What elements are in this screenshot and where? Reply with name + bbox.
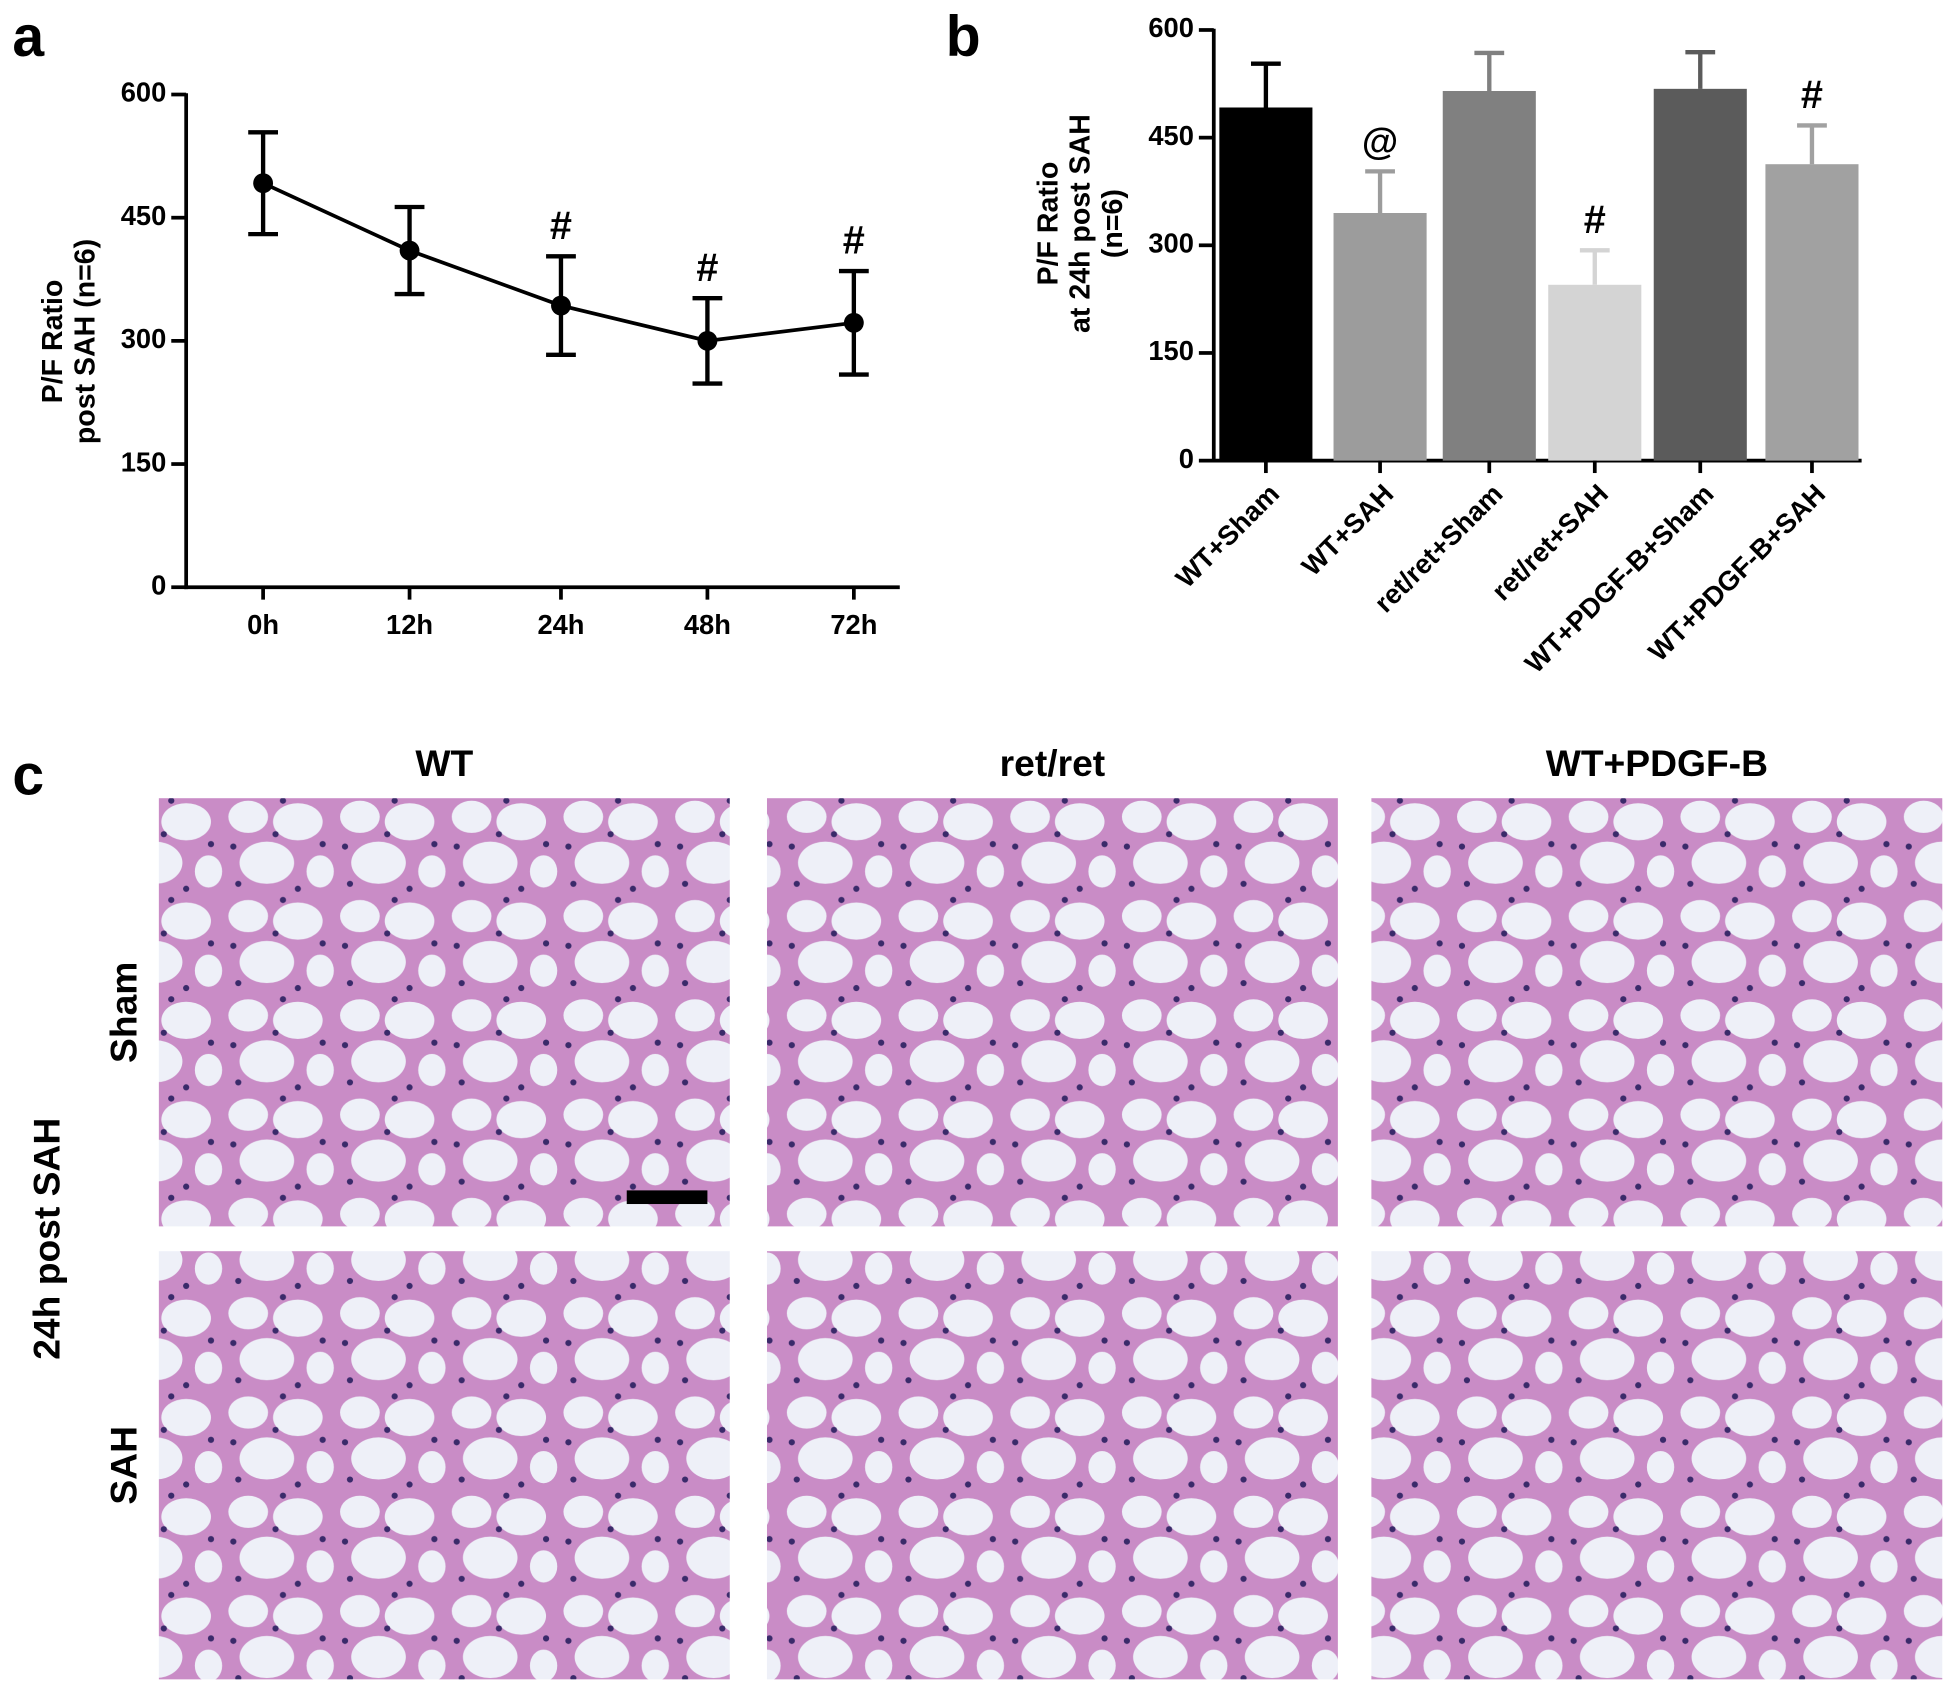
x-tick-label: WT+SAH — [1295, 478, 1399, 582]
y-axis-label-line: P/F Ratio — [1032, 162, 1064, 286]
error-bar — [1474, 50, 1505, 91]
annotation: # — [550, 204, 572, 248]
x-tick-label: WT+PDGF-B+Sham — [1519, 478, 1720, 679]
histology-image — [766, 798, 1338, 1227]
y-axis-label: P/F Ratiopost SAH (n=6) — [37, 239, 101, 444]
y-tick-label: 600 — [121, 77, 167, 108]
column-label: WT+PDGF-B — [1546, 742, 1768, 784]
bar — [1765, 164, 1859, 461]
side-label: 24h post SAH — [26, 1118, 68, 1360]
y-tick-label: 150 — [121, 446, 167, 477]
annotation: @ — [1362, 120, 1398, 162]
point — [551, 295, 571, 316]
point — [253, 173, 274, 194]
annotation: # — [843, 219, 865, 263]
annotation: # — [1584, 198, 1606, 242]
y-tick-label: 450 — [1148, 120, 1194, 151]
panel-label: a — [12, 5, 45, 69]
row-label: SAH — [103, 1426, 145, 1505]
y-tick-label: 0 — [151, 569, 166, 600]
bar — [1653, 88, 1747, 461]
y-axis-label-line: P/F Ratio — [37, 280, 69, 404]
bar — [1333, 213, 1427, 461]
y-axis-label: P/F Ratioat 24h post SAH(n=6) — [1032, 114, 1129, 333]
y-axis-label-line: (n=6) — [1097, 189, 1129, 258]
x-tick-label: 72h — [830, 609, 877, 640]
annotation: # — [1801, 73, 1823, 117]
error-bar — [1365, 169, 1395, 214]
y-tick-label: 300 — [121, 323, 167, 354]
y-tick-label: 0 — [1179, 443, 1194, 474]
y-tick-label: 600 — [1148, 12, 1194, 43]
error-bar — [1797, 123, 1827, 165]
histology-image — [1371, 798, 1943, 1227]
histology-image — [1371, 1251, 1943, 1680]
panel-label: b — [946, 5, 981, 69]
column-label: WT — [415, 742, 473, 784]
error-bar — [1685, 50, 1716, 89]
annotation: # — [696, 246, 718, 290]
point — [697, 330, 718, 351]
point — [399, 240, 420, 261]
error-bar — [1251, 61, 1281, 108]
error-bar — [1579, 248, 1610, 285]
x-tick-label: 24h — [537, 609, 584, 640]
histology-image — [158, 1251, 730, 1680]
histology-image — [158, 798, 730, 1227]
y-axis-label-line: at 24h post SAH — [1065, 114, 1097, 333]
bar — [1548, 284, 1642, 461]
histology-image — [766, 1251, 1338, 1680]
bar — [1442, 90, 1536, 461]
y-tick-label: 450 — [121, 200, 167, 231]
y-tick-label: 150 — [1148, 335, 1194, 366]
point — [843, 312, 864, 333]
bar — [1219, 107, 1313, 461]
row-label: Sham — [103, 962, 145, 1063]
y-axis-label-line: post SAH (n=6) — [69, 239, 101, 444]
column-label: ret/ret — [1000, 742, 1106, 784]
x-tick-label: 0h — [247, 609, 279, 640]
x-tick-label: 12h — [386, 609, 433, 640]
panel-label: c — [12, 743, 44, 807]
y-tick-label: 300 — [1148, 228, 1194, 259]
x-tick-label: WT+Sham — [1169, 478, 1285, 594]
scale-bar — [626, 1190, 708, 1205]
x-tick-label: 48h — [684, 609, 731, 640]
